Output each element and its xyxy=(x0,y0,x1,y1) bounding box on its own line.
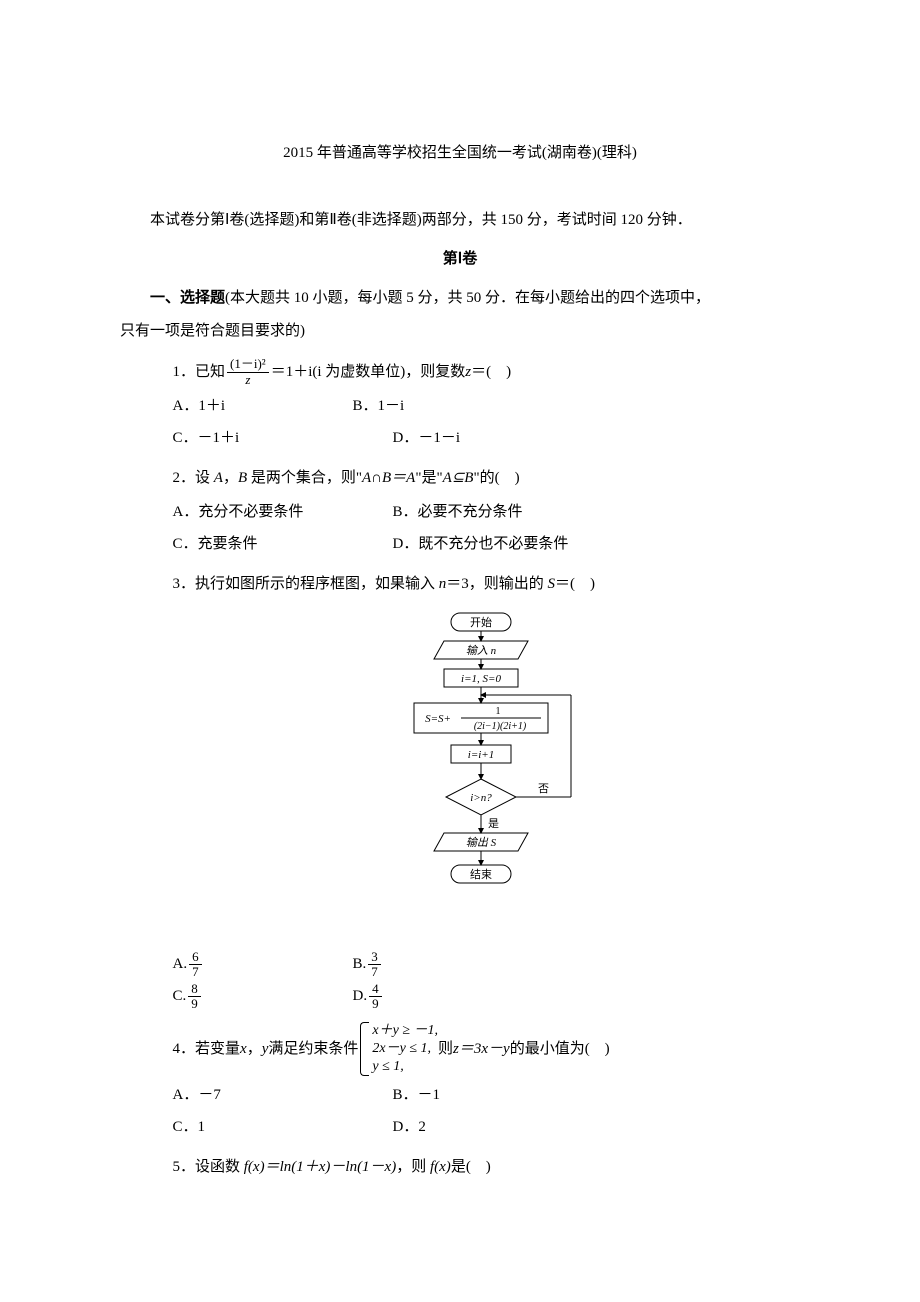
q4-expr-z: z＝3x－y xyxy=(453,1034,510,1064)
q3-optB-num: 3 xyxy=(368,950,381,965)
question-2: 2．设 A，B 是两个集合，则"A∩B＝A"是"A⊆B"的( ) A．充分不必要… xyxy=(173,463,801,559)
svg-text:i=i+1: i=i+1 xyxy=(468,749,494,761)
q3-optA-den: 7 xyxy=(189,965,202,979)
svg-text:S=S+: S=S+ xyxy=(425,713,451,725)
q1-option-d: D．－1－i xyxy=(393,423,573,453)
svg-text:输出 S: 输出 S xyxy=(466,836,497,849)
q3-optB-den: 7 xyxy=(368,965,381,979)
q5-expr: f(x)＝ln(1＋x)－ln(1－x) xyxy=(244,1159,396,1175)
q2-expr2: A⊆B xyxy=(443,470,474,486)
q1-text: 1．已知 (1－i)² z ＝1＋i(i 为虚数单位)，则复数 z ＝( ) xyxy=(173,357,801,387)
q2-mid1: ， xyxy=(223,470,238,486)
q2-var-b: B xyxy=(238,470,247,486)
q4-case-2: 2x－y ≤ 1, xyxy=(372,1040,438,1058)
q2-mid3: "是" xyxy=(415,470,442,486)
q2-var-a: A xyxy=(214,470,223,486)
q5-text: 5．设函数 f(x)＝ln(1＋x)－ln(1－x)，则 f(x)是( ) xyxy=(173,1152,801,1182)
q3-option-a: A.67 xyxy=(173,949,353,979)
q3-optC-num: 8 xyxy=(188,982,201,997)
q2-pre: 2．设 xyxy=(173,470,214,486)
svg-text:i=1, S=0: i=1, S=0 xyxy=(461,673,501,685)
q2-text: 2．设 A，B 是两个集合，则"A∩B＝A"是"A⊆B"的( ) xyxy=(173,463,801,493)
svg-text:(2i−1)(2i+1): (2i−1)(2i+1) xyxy=(474,721,527,732)
q5-pre: 5．设函数 xyxy=(173,1159,244,1175)
q3-flowchart: 开始 输入 n i=1, S=0 S=S+ 1 (2i−1)(2i+1) i=i… xyxy=(173,611,801,931)
q3-option-c: C.89 xyxy=(173,981,353,1011)
svg-text:结束: 结束 xyxy=(470,868,492,881)
q4-option-a: A．－7 xyxy=(173,1080,393,1110)
svg-text:1: 1 xyxy=(496,706,501,717)
q1-option-b: B．1－i xyxy=(353,391,533,421)
q4-mid2: 满足约束条件 xyxy=(268,1034,358,1064)
question-3: 3．执行如图所示的程序框图，如果输入 n＝3，则输出的 S＝( ) 开始 输入 … xyxy=(173,569,801,1012)
q4-var-y: y xyxy=(262,1034,269,1064)
q2-option-d: D．既不充分也不必要条件 xyxy=(393,529,573,559)
q1-option-c: C．－1＋i xyxy=(173,423,393,453)
q1-option-a: A．1＋i xyxy=(173,391,353,421)
q1-tail: ＝( ) xyxy=(471,357,511,387)
q2-option-b: B．必要不充分条件 xyxy=(393,497,573,527)
q3-option-b: B.37 xyxy=(353,949,533,979)
q1-prefix: 1．已知 xyxy=(173,357,226,387)
q5-tail: 是( ) xyxy=(451,1159,491,1175)
q4-option-d: D．2 xyxy=(393,1112,573,1142)
q3-optA-pre: A. xyxy=(173,956,188,972)
q4-mid1: ， xyxy=(247,1034,262,1064)
q3-text: 3．执行如图所示的程序框图，如果输入 n＝3，则输出的 S＝( ) xyxy=(173,569,801,599)
q4-case-3: y ≤ 1, xyxy=(372,1058,438,1076)
svg-text:输入 n: 输入 n xyxy=(466,644,497,657)
svg-text:开始: 开始 xyxy=(470,615,492,629)
q2-expr1: A∩B＝A xyxy=(362,470,415,486)
q4-var-x: x xyxy=(240,1034,247,1064)
q4-tail: 的最小值为( ) xyxy=(510,1034,610,1064)
svg-text:是: 是 xyxy=(488,817,499,830)
q3-optC-pre: C. xyxy=(173,988,187,1004)
q2-option-c: C．充要条件 xyxy=(173,529,393,559)
q3-pre: 3．执行如图所示的程序框图，如果输入 xyxy=(173,576,439,592)
q2-mid2: 是两个集合，则" xyxy=(247,470,362,486)
q3-optA-num: 6 xyxy=(189,950,202,965)
q4-case-1: x＋y ≥ －1, xyxy=(372,1022,438,1040)
q3-optB-pre: B. xyxy=(353,956,367,972)
q3-optD-pre: D. xyxy=(353,988,368,1004)
q3-var-s: S xyxy=(548,576,556,592)
q4-pre: 4．若变量 xyxy=(173,1034,241,1064)
q2-tail: "的( ) xyxy=(473,470,519,486)
q3-mid: ＝3，则输出的 xyxy=(446,576,547,592)
q5-mid: ，则 xyxy=(396,1159,430,1175)
question-1: 1．已知 (1－i)² z ＝1＋i(i 为虚数单位)，则复数 z ＝( ) A… xyxy=(173,357,801,453)
svg-text:否: 否 xyxy=(538,783,549,795)
q3-tail: ＝( ) xyxy=(555,576,595,592)
q2-option-a: A．充分不必要条件 xyxy=(173,497,393,527)
q4-mid3: 则 xyxy=(438,1034,453,1064)
section-1-desc-bold: 一、选择题 xyxy=(150,290,225,306)
q3-optC-den: 9 xyxy=(188,997,201,1011)
q1-fraction: (1－i)² z xyxy=(227,357,269,387)
q3-option-d: D.49 xyxy=(353,981,533,1011)
question-5: 5．设函数 f(x)＝ln(1＋x)－ln(1－x)，则 f(x)是( ) xyxy=(173,1152,801,1182)
q4-cases: x＋y ≥ －1, 2x－y ≤ 1, y ≤ 1, xyxy=(358,1022,438,1077)
exam-intro: 本试卷分第Ⅰ卷(选择题)和第Ⅱ卷(非选择题)两部分，共 150 分，考试时间 1… xyxy=(120,207,800,234)
section-1-desc: 一、选择题(本大题共 10 小题，每小题 5 分，共 50 分．在每小题给出的四… xyxy=(120,285,800,312)
q5-expr2: f(x) xyxy=(430,1159,451,1175)
q3-optD-num: 4 xyxy=(369,982,382,997)
section-1-label: 第Ⅰ卷 xyxy=(120,246,800,273)
q4-option-b: B．－1 xyxy=(393,1080,573,1110)
q1-frac-den: z xyxy=(227,373,269,387)
q4-text: 4．若变量 x，y 满足约束条件 x＋y ≥ －1, 2x－y ≤ 1, y ≤… xyxy=(173,1022,801,1077)
q1-frac-num: (1－i)² xyxy=(227,357,269,372)
q4-option-c: C．1 xyxy=(173,1112,393,1142)
section-1-desc-text: (本大题共 10 小题，每小题 5 分，共 50 分．在每小题给出的四个选项中， xyxy=(225,290,710,306)
q3-optD-den: 9 xyxy=(369,997,382,1011)
exam-title: 2015 年普通高等学校招生全国统一考试(湖南卷)(理科) xyxy=(120,140,800,167)
q1-mid: ＝1＋i(i 为虚数单位)，则复数 xyxy=(271,357,466,387)
svg-text:i>n?: i>n? xyxy=(471,792,493,804)
question-4: 4．若变量 x，y 满足约束条件 x＋y ≥ －1, 2x－y ≤ 1, y ≤… xyxy=(173,1022,801,1143)
section-1-desc-cont: 只有一项是符合题目要求的) xyxy=(120,318,800,345)
